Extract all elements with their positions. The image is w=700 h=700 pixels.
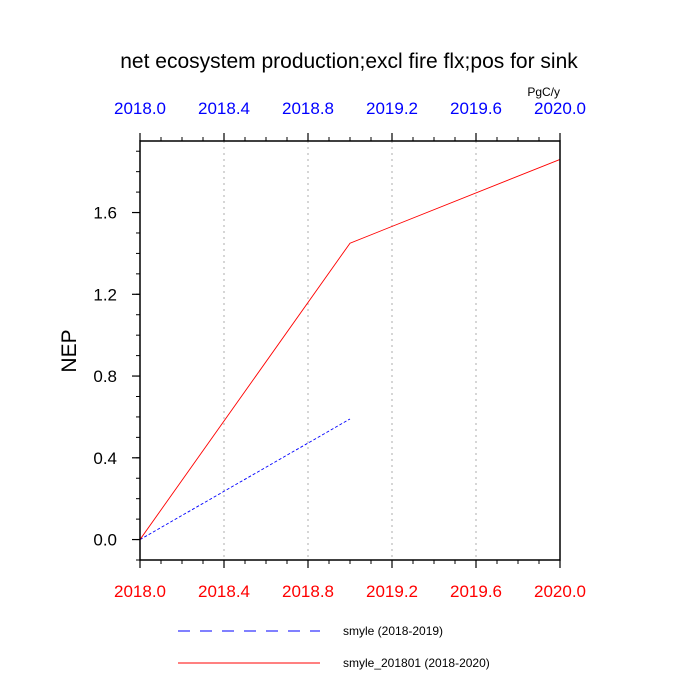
units-label: PgC/y [527,85,560,99]
y-axis-label: NEP [58,329,81,372]
chart-title: net ecosystem production;excl fire flx;p… [120,50,578,73]
legend: smyle (2018-2019) smyle_201801 (2018-2020… [178,624,490,670]
y-tick-label: 0.0 [93,531,117,550]
x-tick-label-top: 2018.0 [114,99,166,118]
x-tick-label-bottom: 2018.0 [114,582,166,601]
y-tick-label: 0.8 [93,367,117,386]
x-tick-label-bottom: 2018.8 [282,582,334,601]
x-tick-label-top: 2020.0 [534,99,586,118]
x-tick-label-top: 2018.8 [282,99,334,118]
series-line-1 [139,418,351,540]
grid-lines [223,141,477,560]
x-tick-label-bottom: 2019.2 [366,582,418,601]
x-tick-label-bottom: 2020.0 [534,582,586,601]
x-tick-label-bottom: 2018.4 [198,582,250,601]
x-tick-label-bottom: 2019.6 [450,582,502,601]
legend-label-1: smyle (2018-2019) [343,624,443,638]
tick-labels: 2018.0 2018.0 2018.4 2018.4 2018.8 2018.8 2019… [93,99,586,601]
y-tick-label: 1.2 [93,285,117,304]
axis-ticks [132,133,561,568]
x-tick-label-top: 2019.6 [450,99,502,118]
series-layer [139,158,561,540]
series-line-2 [139,158,561,540]
y-tick-label: 0.4 [93,449,117,468]
x-tick-label-top: 2018.4 [198,99,250,118]
legend-label-2: smyle_201801 (2018-2020) [343,656,490,670]
plot-frame [139,140,561,561]
x-tick-label-top: 2019.2 [366,99,418,118]
y-tick-label: 1.6 [93,204,117,223]
